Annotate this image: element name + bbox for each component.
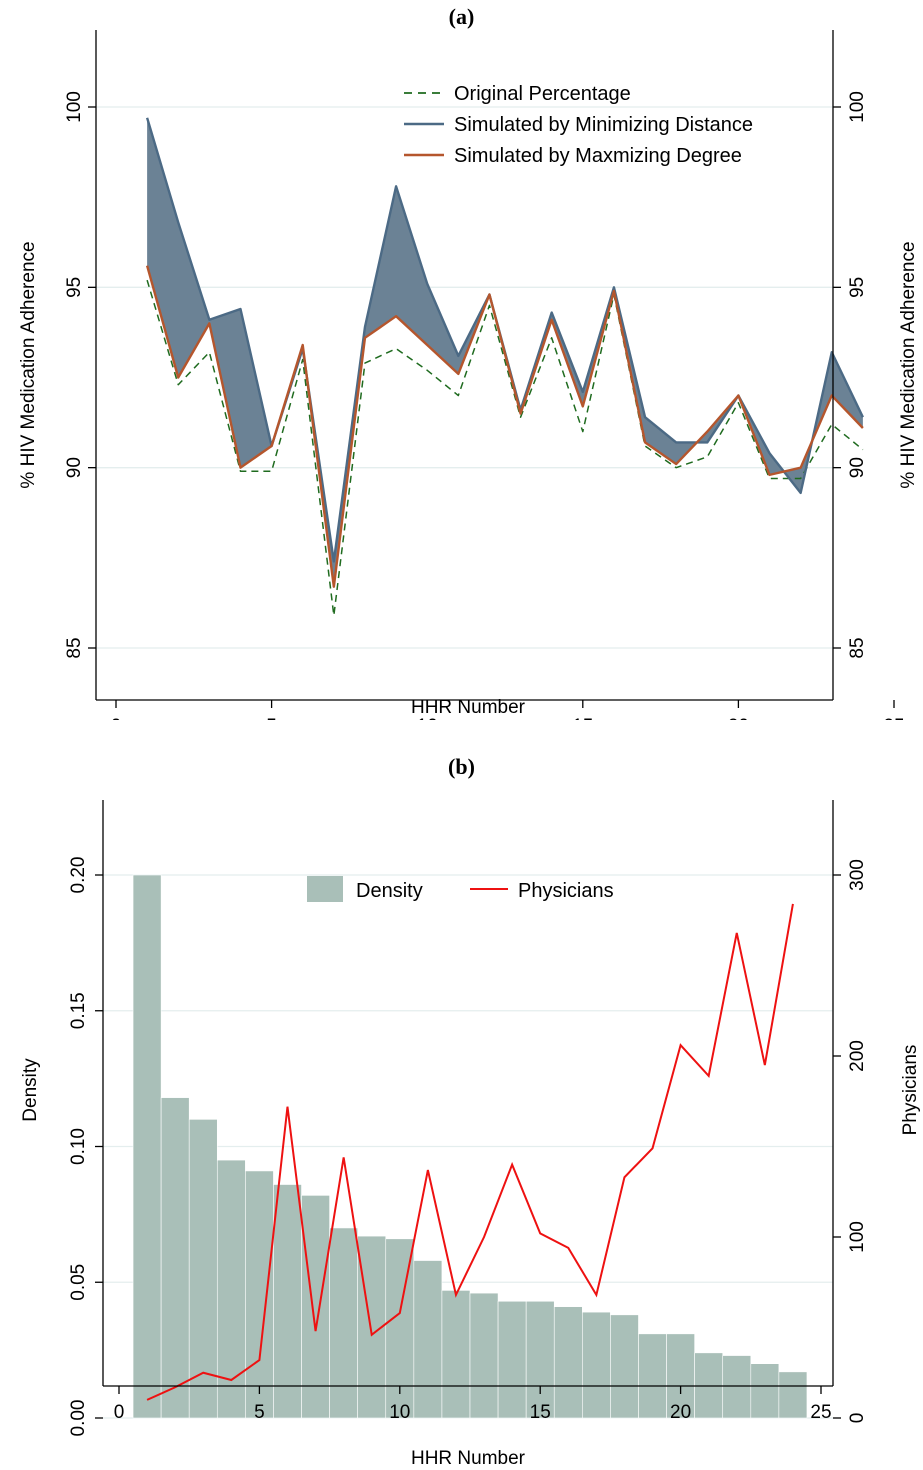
chart-a: 85 85 90 90 95 95 100 100 0 5 10 15 20 25 HHR Number % … — [18, 30, 919, 720]
legend-label-a-1: Simulated by Minimizing Distance — [454, 114, 753, 136]
xtick-label-b: 15 — [530, 1402, 551, 1423]
ytick-label-left-a: 85 — [64, 637, 85, 658]
xtick-label-b: 25 — [810, 1402, 831, 1423]
bar-6 — [273, 1184, 302, 1419]
ytick-label-left-b: 0.20 — [68, 857, 89, 894]
series-line-1 — [145, 117, 864, 563]
ytick-label-left-b: 0.00 — [68, 1400, 89, 1437]
bar-7 — [301, 1195, 330, 1419]
ytick-label-right-b: 100 — [847, 1221, 868, 1253]
xtick-label-a: 0 — [111, 716, 122, 720]
legend-a: Original Percentage Simulated by Minimizi… — [404, 83, 753, 167]
ytick-label-left-a: 100 — [64, 91, 85, 123]
legend-b: Density Physicians — [307, 876, 614, 902]
xtick-label-b: 20 — [670, 1402, 691, 1423]
bar-1 — [132, 874, 162, 1419]
bar-20 — [666, 1333, 695, 1419]
legend-label-a-0: Original Percentage — [454, 83, 631, 105]
xtick-label-a: 5 — [266, 716, 277, 720]
plot-area-b: 0.00 0.05 0.10 0.15 0.20 0 100 200 300 0 5 10 15 20 25 — [68, 800, 868, 1436]
bar-12 — [441, 1290, 471, 1419]
y-axis-title-left-a: % HIV Medication Adherence — [18, 241, 39, 488]
legend-label-physicians: Physicians — [518, 880, 614, 902]
ytick-label-left-b: 0.15 — [68, 992, 89, 1029]
ytick-label-left-b: 0.05 — [68, 1264, 89, 1301]
bar-14 — [497, 1300, 527, 1419]
legend-label-density: Density — [356, 880, 423, 902]
bar-16 — [553, 1306, 583, 1419]
ytick-label-right-b: 0 — [847, 1413, 868, 1424]
bar-18 — [610, 1314, 639, 1419]
y-axis-title-right-b: Physicians — [900, 1045, 921, 1136]
bar-11 — [413, 1260, 443, 1419]
bar-8 — [329, 1227, 358, 1419]
panel-a-title: (a) — [448, 4, 475, 29]
chart-b: 0.00 0.05 0.10 0.15 0.20 0 100 200 300 0 5 10 15 20 25… — [20, 800, 921, 1469]
xtick-label-b: 0 — [114, 1402, 125, 1423]
bar-24 — [778, 1371, 808, 1419]
xtick-label-b: 10 — [389, 1402, 410, 1423]
ytick-label-right-a: 90 — [847, 457, 868, 478]
plot-area-a: 85 85 90 90 95 95 100 100 0 5 10 15 20 25 — [64, 30, 905, 720]
ytick-label-left-a: 95 — [64, 277, 85, 298]
y-axis-title-right-a: % HIV Medication Adherence — [898, 241, 919, 488]
x-axis-title-b: HHR Number — [411, 1448, 526, 1469]
bar-2 — [160, 1097, 190, 1419]
ytick-label-left-a: 90 — [64, 457, 85, 478]
xtick-label-a: 15 — [572, 716, 593, 720]
physicians-line — [146, 903, 794, 1401]
bar-22 — [722, 1355, 752, 1419]
xtick-label-a: 10 — [417, 716, 438, 720]
ytick-label-right-a: 85 — [847, 637, 868, 658]
bar-23 — [750, 1363, 780, 1419]
bar-17 — [582, 1311, 611, 1419]
xtick-label-a: 20 — [728, 716, 749, 720]
xtick-label-b: 5 — [254, 1402, 265, 1423]
bar-13 — [469, 1292, 499, 1419]
ytick-label-right-a: 100 — [847, 91, 868, 123]
legend-label-a-2: Simulated by Maxmizing Degree — [454, 145, 742, 167]
bar-3 — [188, 1119, 218, 1419]
bar-15 — [525, 1300, 555, 1419]
series-line-0 — [146, 279, 864, 617]
panel-b-title: (b) — [448, 754, 475, 779]
bar-4 — [216, 1159, 246, 1419]
x-axis-title-a: HHR Number — [411, 697, 526, 718]
xtick-label-a: 25 — [883, 716, 904, 720]
legend-swatch-density — [307, 876, 343, 902]
series-line-2 — [145, 265, 864, 588]
ytick-label-left-b: 0.10 — [68, 1128, 89, 1165]
ytick-label-right-b: 200 — [847, 1040, 868, 1072]
bar-19 — [638, 1333, 667, 1419]
ytick-label-right-b: 300 — [847, 859, 868, 891]
bar-5 — [245, 1170, 274, 1419]
y-axis-title-left-b: Density — [20, 1058, 41, 1122]
ytick-label-right-a: 95 — [847, 277, 868, 298]
